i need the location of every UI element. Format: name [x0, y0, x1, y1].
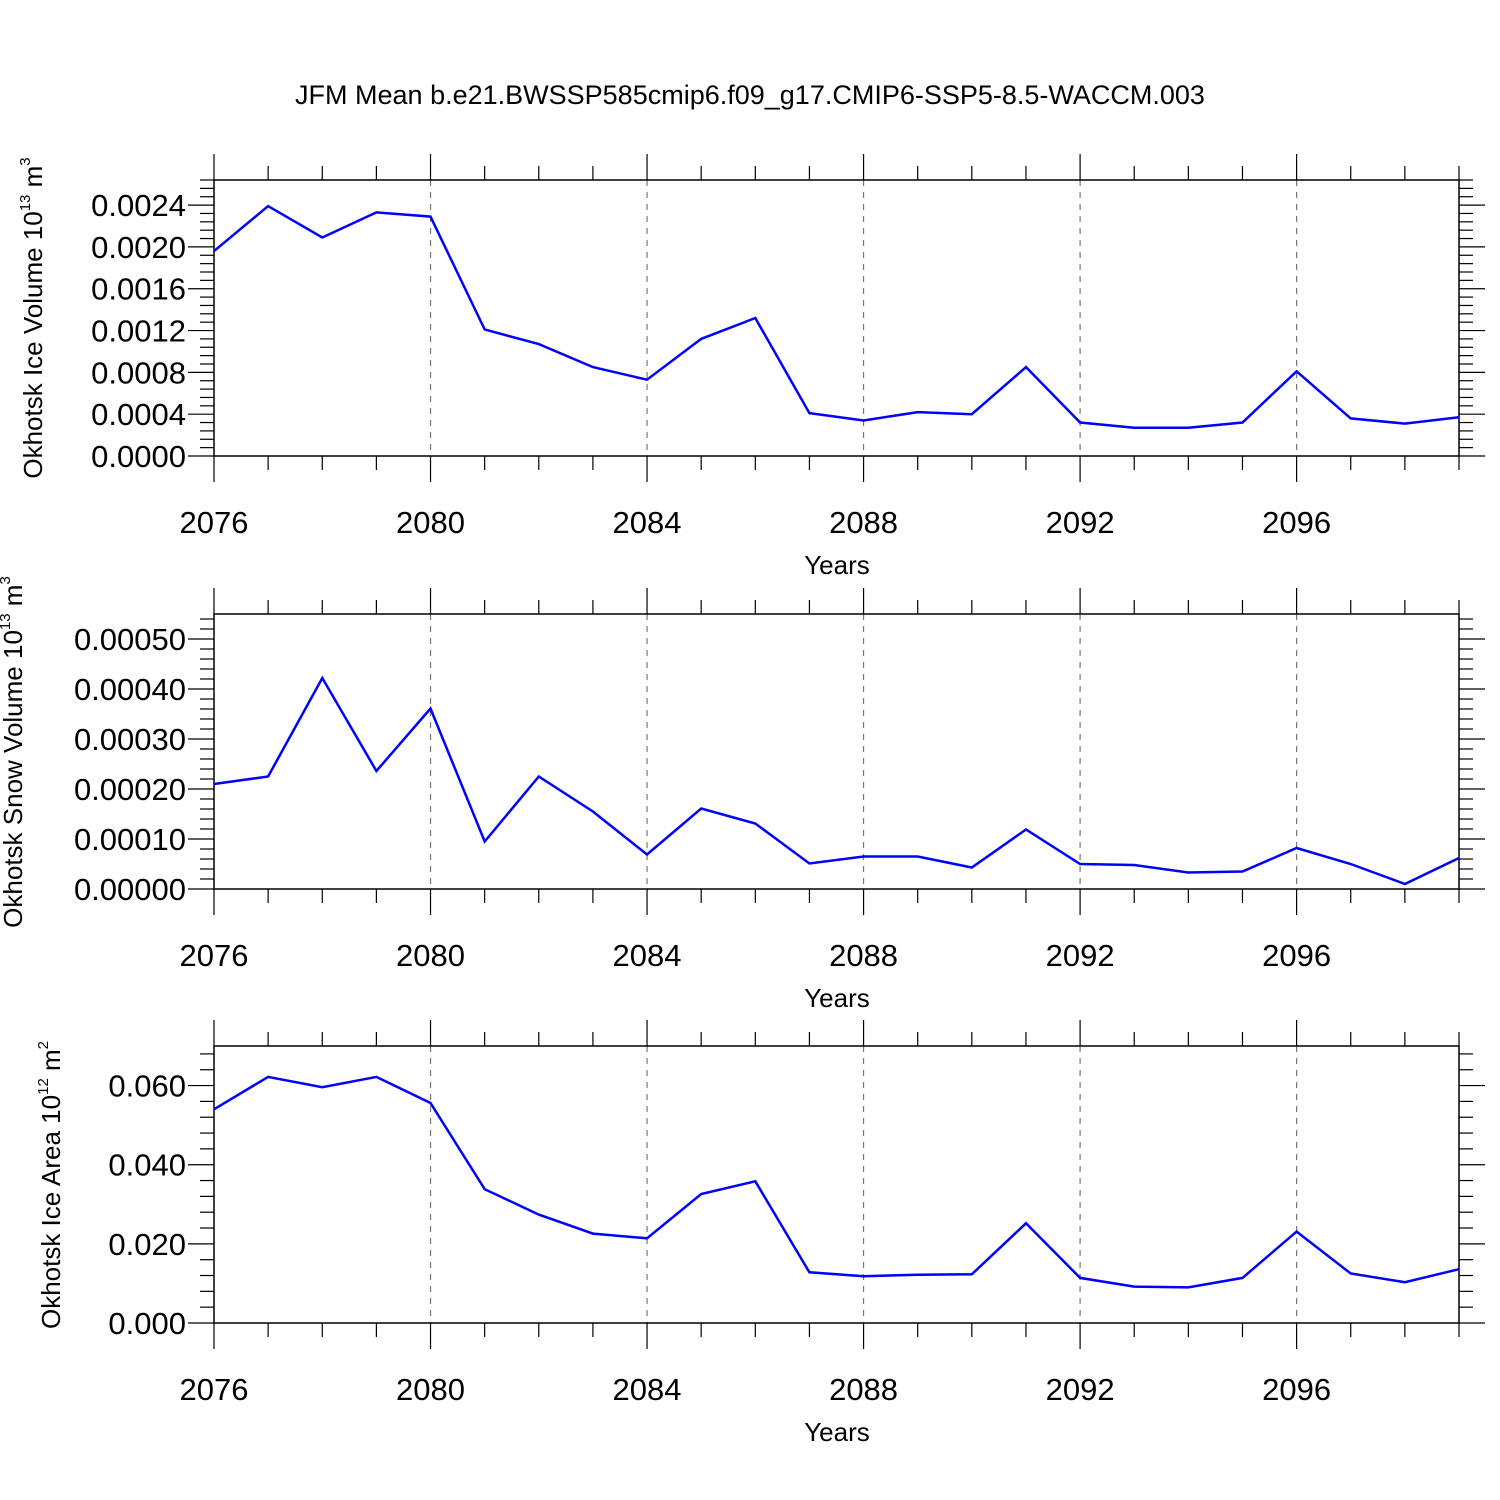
y-tick-label: 0.020	[108, 1227, 186, 1262]
x-tick-label: 2076	[180, 938, 249, 973]
y-tick-label: 0.060	[108, 1069, 186, 1104]
x-tick-label: 2084	[613, 1372, 682, 1407]
y-axis-title-main: Okhotsk Snow Volume 10	[0, 630, 28, 928]
plot-frame	[213, 179, 1460, 457]
y-tick-label: 0.0016	[91, 272, 186, 307]
x-tick-label: 2088	[829, 1372, 898, 1407]
y-tick-label: 0.0008	[91, 355, 186, 390]
y-axis-title-exponent: 12	[35, 1078, 52, 1095]
y-tick-label: 0.00000	[74, 872, 186, 907]
x-tick-label: 2096	[1262, 1372, 1331, 1407]
y-axis-title-exponent: 13	[17, 195, 34, 212]
x-axis-title: Years	[804, 1417, 870, 1447]
y-axis-title: Okhotsk Snow Volume 1013 m3	[0, 576, 28, 928]
y-tick-label: 0.0020	[91, 230, 186, 265]
x-tick-label: 2092	[1046, 505, 1115, 540]
panel-1: 2076 2080 2084 2088 2092 2096 Years 0.0000 0.000…	[17, 154, 1485, 580]
series-line	[213, 1075, 1460, 1289]
y-tick-label: 0.040	[108, 1148, 186, 1183]
figure-title: JFM Mean b.e21.BWSSP585cmip6.f09_g17.CMI…	[295, 80, 1205, 110]
x-tick-label: 2084	[613, 938, 682, 973]
y-tick-label: 0.0000	[91, 439, 186, 474]
x-tick-label: 2084	[613, 505, 682, 540]
y-axis-title-main: Okhotsk Ice Volume 10	[18, 211, 48, 478]
y-axis-title-exponent: 13	[0, 613, 14, 630]
y-axis-title-unit-exponent: 3	[0, 576, 14, 584]
y-tick-label: 0.00040	[74, 672, 186, 707]
y-axis-title: Okhotsk Ice Area 1012 m2	[35, 1041, 66, 1329]
x-tick-label: 2092	[1046, 1372, 1115, 1407]
y-tick-label: 0.0004	[91, 397, 186, 432]
y-axis-title-unit: m	[18, 166, 48, 195]
x-tick-label: 2080	[396, 1372, 465, 1407]
y-tick-label: 0.00050	[74, 622, 186, 657]
series-line	[213, 204, 1460, 430]
x-tick-label: 2076	[180, 505, 249, 540]
y-tick-label: 0.00030	[74, 722, 186, 757]
y-axis-title-unit-exponent: 2	[35, 1041, 52, 1049]
x-tick-label: 2080	[396, 938, 465, 973]
x-tick-label: 2092	[1046, 938, 1115, 973]
x-tick-label: 2088	[829, 505, 898, 540]
y-tick-label: 0.0024	[91, 188, 186, 223]
y-axis-title-unit: m	[0, 585, 28, 614]
y-tick-label: 0.000	[108, 1306, 186, 1341]
y-tick-label: 0.0012	[91, 314, 186, 349]
x-tick-label: 2096	[1262, 505, 1331, 540]
y-tick-label: 0.00020	[74, 772, 186, 807]
y-axis-title-main: Okhotsk Ice Area 10	[36, 1095, 66, 1329]
x-tick-label: 2088	[829, 938, 898, 973]
x-tick-label: 2076	[180, 1372, 249, 1407]
x-tick-label: 2096	[1262, 938, 1331, 973]
y-axis-title-unit: m	[36, 1049, 66, 1078]
panel-2: 2076 2080 2084 2088 2092 2096 Years 0.00000 0.00…	[0, 576, 1485, 1013]
plot-frame	[213, 613, 1460, 890]
x-tick-label: 2080	[396, 505, 465, 540]
x-axis-title: Years	[804, 983, 870, 1013]
series-line	[213, 675, 1460, 886]
y-axis-title-unit-exponent: 3	[17, 157, 34, 165]
y-axis-title: Okhotsk Ice Volume 1013 m3	[17, 157, 48, 478]
y-tick-label: 0.00010	[74, 822, 186, 857]
plot-frame	[213, 1045, 1460, 1324]
panels: 2076 2080 2084 2088 2092 2096 Years 0.0000 0.000…	[0, 154, 1485, 1447]
panel-3: 2076 2080 2084 2088 2092 2096 Years 0.000 0.020 0…	[35, 1020, 1485, 1447]
x-axis-title: Years	[804, 550, 870, 580]
